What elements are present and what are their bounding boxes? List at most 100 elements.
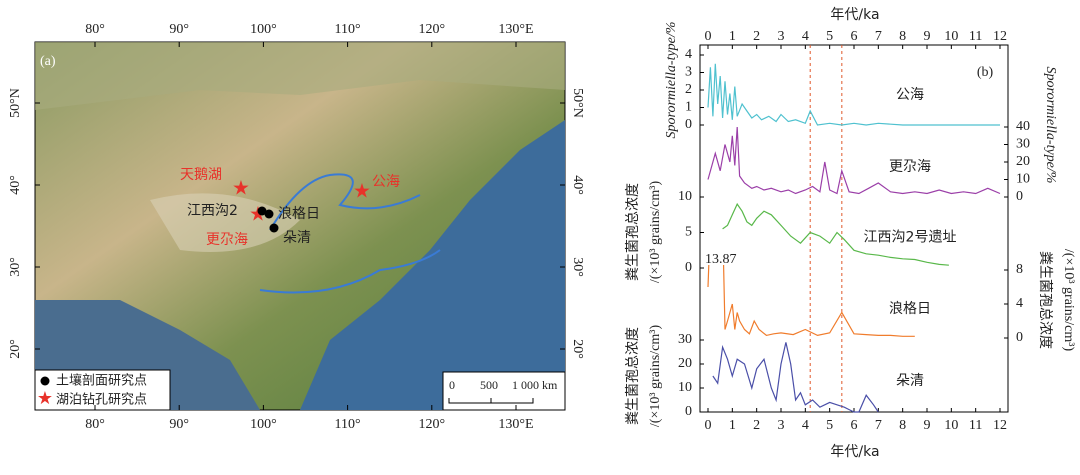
x-tick-label: 10: [944, 418, 958, 433]
y-tick-label: 30: [1016, 137, 1030, 152]
x-tick-label: 7: [875, 29, 882, 44]
series-name: 江西沟2号遗址: [864, 230, 957, 246]
legend-label: 湖泊钻孔研究点: [56, 393, 147, 408]
y-axis-label: 粪生菌孢总浓度: [625, 327, 641, 425]
scale-box: [442, 371, 566, 411]
series-name: 公海: [896, 87, 924, 103]
lat-tick-label: 50°N: [570, 88, 585, 118]
x-tick-label: 1: [729, 29, 736, 44]
y-axis-label: /(×10³ grains/cm³): [648, 325, 663, 428]
y-tick-label: 8: [1016, 262, 1023, 277]
series-line: [707, 265, 915, 337]
x-tick-label: 11: [969, 29, 982, 44]
place-label: 天鹅湖: [180, 166, 222, 183]
panel-label: (a): [40, 54, 56, 69]
lon-tick-label: 80°: [85, 22, 105, 37]
scale-label: 1 000 km: [512, 378, 558, 392]
series-name: 浪格日: [889, 301, 931, 317]
y-tick-label: 10: [678, 380, 692, 395]
x-tick-label: 4: [802, 29, 809, 44]
place-label: 更尕海: [206, 232, 248, 248]
ocean: [300, 120, 565, 410]
x-tick-label: 5: [826, 29, 833, 44]
y-axis-label: Sporormiella-type/%: [664, 22, 679, 139]
lat-tick-label: 40°: [570, 175, 585, 195]
river: [269, 173, 421, 231]
x-tick-label: 0: [705, 29, 712, 44]
lon-tick-label: 90°: [169, 22, 189, 37]
x-tick-label: 8: [899, 29, 906, 44]
lat-tick-label: 20°: [570, 339, 585, 359]
x-tick-label: 12: [993, 29, 1007, 44]
series-line: [712, 342, 879, 413]
x-axis-label: 年代/ka: [830, 444, 879, 460]
x-tick-label: 1: [729, 418, 736, 433]
legend-label: 土壤剖面研究点: [56, 373, 147, 389]
series-name: 朵清: [896, 373, 924, 389]
scale-label: 500: [480, 378, 498, 392]
series-line: [722, 202, 949, 266]
lon-tick-label: 80°: [85, 417, 105, 432]
y-tick-label: 30: [678, 332, 692, 347]
soil-site: [264, 209, 274, 219]
plot-frame: [699, 44, 1009, 413]
place-label: 公海: [372, 174, 400, 190]
y-tick-label: 0: [685, 260, 692, 275]
y-tick-label: 0: [1016, 330, 1023, 345]
y-axis-label: 粪生菌孢总浓度: [1037, 251, 1053, 349]
legend-star: ★: [37, 388, 53, 408]
y-tick-label: 5: [685, 225, 692, 240]
y-tick-label: 2: [685, 82, 692, 97]
lon-tick-label: 130°E: [498, 22, 533, 37]
place-label: 江西沟2: [187, 203, 238, 219]
y-tick-label: 3: [685, 65, 692, 80]
x-tick-label: 9: [924, 418, 931, 433]
series-name: 更尕海: [889, 159, 931, 175]
y-axis-label: /(×10³ grains/cm³): [1061, 249, 1076, 352]
y-tick-label: 4: [685, 47, 692, 62]
lat-tick-label: 50°N: [8, 88, 23, 118]
legend-dot: [40, 376, 50, 386]
x-axis-label: 年代/ka: [830, 7, 879, 23]
river: [259, 249, 441, 294]
map: (a) 天鹅湖 公海 江西沟2 浪格日 朵清 更尕海 ★ ★ ★ 土壤剖面研究点…: [34, 41, 566, 411]
y-tick-label: 20: [678, 356, 692, 371]
soil-site: [257, 206, 267, 216]
y-axis-label: 粪生菌孢总浓度: [625, 183, 641, 281]
lat-tick-label: 30°: [8, 257, 23, 277]
lon-tick-label: 100°: [250, 417, 277, 432]
annotation: 13.87: [705, 252, 737, 267]
lon-tick-label: 120°: [418, 417, 445, 432]
x-tick-label: 9: [924, 29, 931, 44]
x-tick-label: 0: [705, 418, 712, 433]
place-label: 浪格日: [278, 206, 320, 222]
x-tick-label: 7: [875, 418, 882, 433]
x-tick-label: 6: [851, 29, 858, 44]
scale-bar: [448, 398, 534, 404]
lon-tick-label: 100°: [250, 22, 277, 37]
y-axis-label: Sporormiella-type/%: [1043, 67, 1058, 184]
y-tick-label: 1: [685, 100, 692, 115]
soil-site: [269, 223, 279, 233]
y-tick-label: 0: [685, 404, 692, 419]
y-tick-label: 10: [1016, 172, 1030, 187]
series-line: [707, 126, 1001, 195]
lon-tick-label: 110°: [335, 417, 361, 432]
x-tick-label: 2: [753, 418, 760, 433]
x-tick-label: 3: [778, 418, 785, 433]
x-tick-label: 12: [993, 418, 1007, 433]
x-tick-label: 5: [826, 418, 833, 433]
scale-label: 0: [449, 378, 455, 392]
lon-tick-label: 120°: [418, 22, 445, 37]
lon-tick-label: 90°: [169, 417, 189, 432]
y-tick-label: 4: [1016, 296, 1023, 311]
x-tick-label: 4: [802, 418, 809, 433]
series-line: [707, 63, 1000, 126]
legend: [34, 369, 171, 411]
lake-star: ★: [232, 178, 250, 200]
place-label: 朵清: [283, 230, 311, 246]
y-tick-label: 0: [1016, 189, 1023, 204]
y-tick-label: 40: [1016, 119, 1030, 134]
